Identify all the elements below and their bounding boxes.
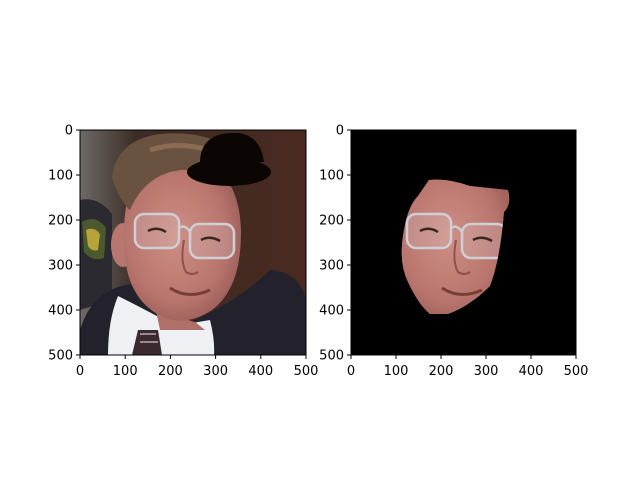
y-tick-label: 400 xyxy=(48,304,73,319)
x-tick-label: 400 xyxy=(519,364,544,379)
original-photo xyxy=(80,130,306,355)
y-tick-label: 500 xyxy=(48,349,73,364)
left-panel: 0 100 200 300 400 500 0 100 200 300 400 500 xyxy=(48,124,318,380)
hat-crown xyxy=(200,132,264,163)
segmented-face-image xyxy=(351,130,576,355)
y-tick-label: 300 xyxy=(48,259,73,274)
y-tick-label: 0 xyxy=(336,124,344,139)
x-tick-label: 400 xyxy=(248,364,273,379)
x-tick-label: 100 xyxy=(113,364,138,379)
right-y-axis: 0 100 200 300 400 500 xyxy=(319,124,351,364)
right-x-axis: 0 100 200 300 400 500 xyxy=(347,355,589,379)
left-axes-frame xyxy=(79,129,307,356)
right-axes-frame xyxy=(350,129,577,356)
y-tick-label: 200 xyxy=(48,214,73,229)
x-tick-label: 100 xyxy=(384,364,409,379)
y-tick-label: 400 xyxy=(319,304,344,319)
left-y-axis: 0 100 200 300 400 500 xyxy=(48,124,80,364)
y-tick-label: 0 xyxy=(65,124,73,139)
y-tick-label: 100 xyxy=(319,169,344,184)
x-tick-label: 300 xyxy=(474,364,499,379)
y-tick-label: 300 xyxy=(319,259,344,274)
x-tick-label: 200 xyxy=(158,364,183,379)
y-tick-label: 500 xyxy=(319,349,344,364)
x-tick-label: 500 xyxy=(294,364,319,379)
right-panel: 0 100 200 300 400 500 0 100 200 300 400 500 xyxy=(319,124,588,380)
x-tick-label: 300 xyxy=(203,364,228,379)
x-tick-label: 0 xyxy=(76,364,84,379)
x-tick-label: 200 xyxy=(429,364,454,379)
x-tick-label: 0 xyxy=(347,364,355,379)
y-tick-label: 200 xyxy=(319,214,344,229)
x-tick-label: 500 xyxy=(564,364,589,379)
left-x-axis: 0 100 200 300 400 500 xyxy=(76,355,319,379)
y-tick-label: 100 xyxy=(48,169,73,184)
hat-brim xyxy=(187,158,271,186)
